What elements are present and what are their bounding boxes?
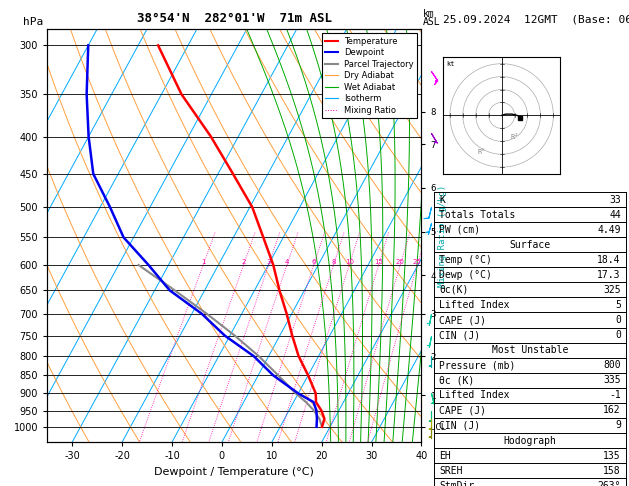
Text: 18.4: 18.4 xyxy=(598,255,621,265)
Text: 4.49: 4.49 xyxy=(598,225,621,235)
Text: Mixing Ratio (g/kg): Mixing Ratio (g/kg) xyxy=(438,185,447,287)
Text: CAPE (J): CAPE (J) xyxy=(439,405,486,416)
Text: 15: 15 xyxy=(374,259,383,265)
Text: R⁵: R⁵ xyxy=(478,149,486,155)
Text: 25.09.2024  12GMT  (Base: 06): 25.09.2024 12GMT (Base: 06) xyxy=(443,15,629,25)
Text: Temp (°C): Temp (°C) xyxy=(439,255,492,265)
Text: 8: 8 xyxy=(331,259,336,265)
Text: 38°54'N  282°01'W  71m ASL: 38°54'N 282°01'W 71m ASL xyxy=(136,12,332,25)
Text: 6: 6 xyxy=(311,259,316,265)
Text: 263°: 263° xyxy=(598,481,621,486)
Text: 44: 44 xyxy=(609,209,621,220)
Text: 33: 33 xyxy=(609,194,621,205)
X-axis label: Dewpoint / Temperature (°C): Dewpoint / Temperature (°C) xyxy=(154,467,314,477)
Text: PW (cm): PW (cm) xyxy=(439,225,480,235)
Text: 9: 9 xyxy=(615,420,621,431)
Text: -1: -1 xyxy=(609,390,621,400)
Text: 162: 162 xyxy=(603,405,621,416)
Text: 3: 3 xyxy=(266,259,271,265)
Text: 2: 2 xyxy=(242,259,246,265)
Text: Most Unstable: Most Unstable xyxy=(492,345,568,355)
Text: 325: 325 xyxy=(603,285,621,295)
Text: Lifted Index: Lifted Index xyxy=(439,390,509,400)
Text: SREH: SREH xyxy=(439,466,462,476)
Text: 25: 25 xyxy=(413,259,421,265)
Text: 17.3: 17.3 xyxy=(598,270,621,280)
Text: CAPE (J): CAPE (J) xyxy=(439,315,486,325)
Text: CIN (J): CIN (J) xyxy=(439,330,480,340)
Text: 1: 1 xyxy=(201,259,206,265)
Text: R²: R² xyxy=(510,134,519,139)
Text: θc(K): θc(K) xyxy=(439,285,469,295)
Text: Hodograph: Hodograph xyxy=(503,435,557,446)
Text: 800: 800 xyxy=(603,360,621,370)
Text: hPa: hPa xyxy=(23,17,43,27)
Text: kt: kt xyxy=(446,61,455,67)
Text: EH: EH xyxy=(439,451,451,461)
Text: km: km xyxy=(423,9,435,19)
Text: 0: 0 xyxy=(615,315,621,325)
Text: 5: 5 xyxy=(615,300,621,310)
Text: ASL: ASL xyxy=(423,17,441,27)
Text: Surface: Surface xyxy=(509,240,550,250)
Legend: Temperature, Dewpoint, Parcel Trajectory, Dry Adiabat, Wet Adiabat, Isotherm, Mi: Temperature, Dewpoint, Parcel Trajectory… xyxy=(322,34,417,118)
Text: 335: 335 xyxy=(603,375,621,385)
Text: θc (K): θc (K) xyxy=(439,375,474,385)
Text: 10: 10 xyxy=(345,259,353,265)
Text: 20: 20 xyxy=(396,259,404,265)
Text: Totals Totals: Totals Totals xyxy=(439,209,515,220)
Text: Pressure (mb): Pressure (mb) xyxy=(439,360,515,370)
Text: Dewp (°C): Dewp (°C) xyxy=(439,270,492,280)
Text: 135: 135 xyxy=(603,451,621,461)
Text: CIN (J): CIN (J) xyxy=(439,420,480,431)
Text: StmDir: StmDir xyxy=(439,481,474,486)
Text: K: K xyxy=(439,194,445,205)
Text: 158: 158 xyxy=(603,466,621,476)
Text: 0: 0 xyxy=(615,330,621,340)
Text: 4: 4 xyxy=(285,259,289,265)
Text: Lifted Index: Lifted Index xyxy=(439,300,509,310)
